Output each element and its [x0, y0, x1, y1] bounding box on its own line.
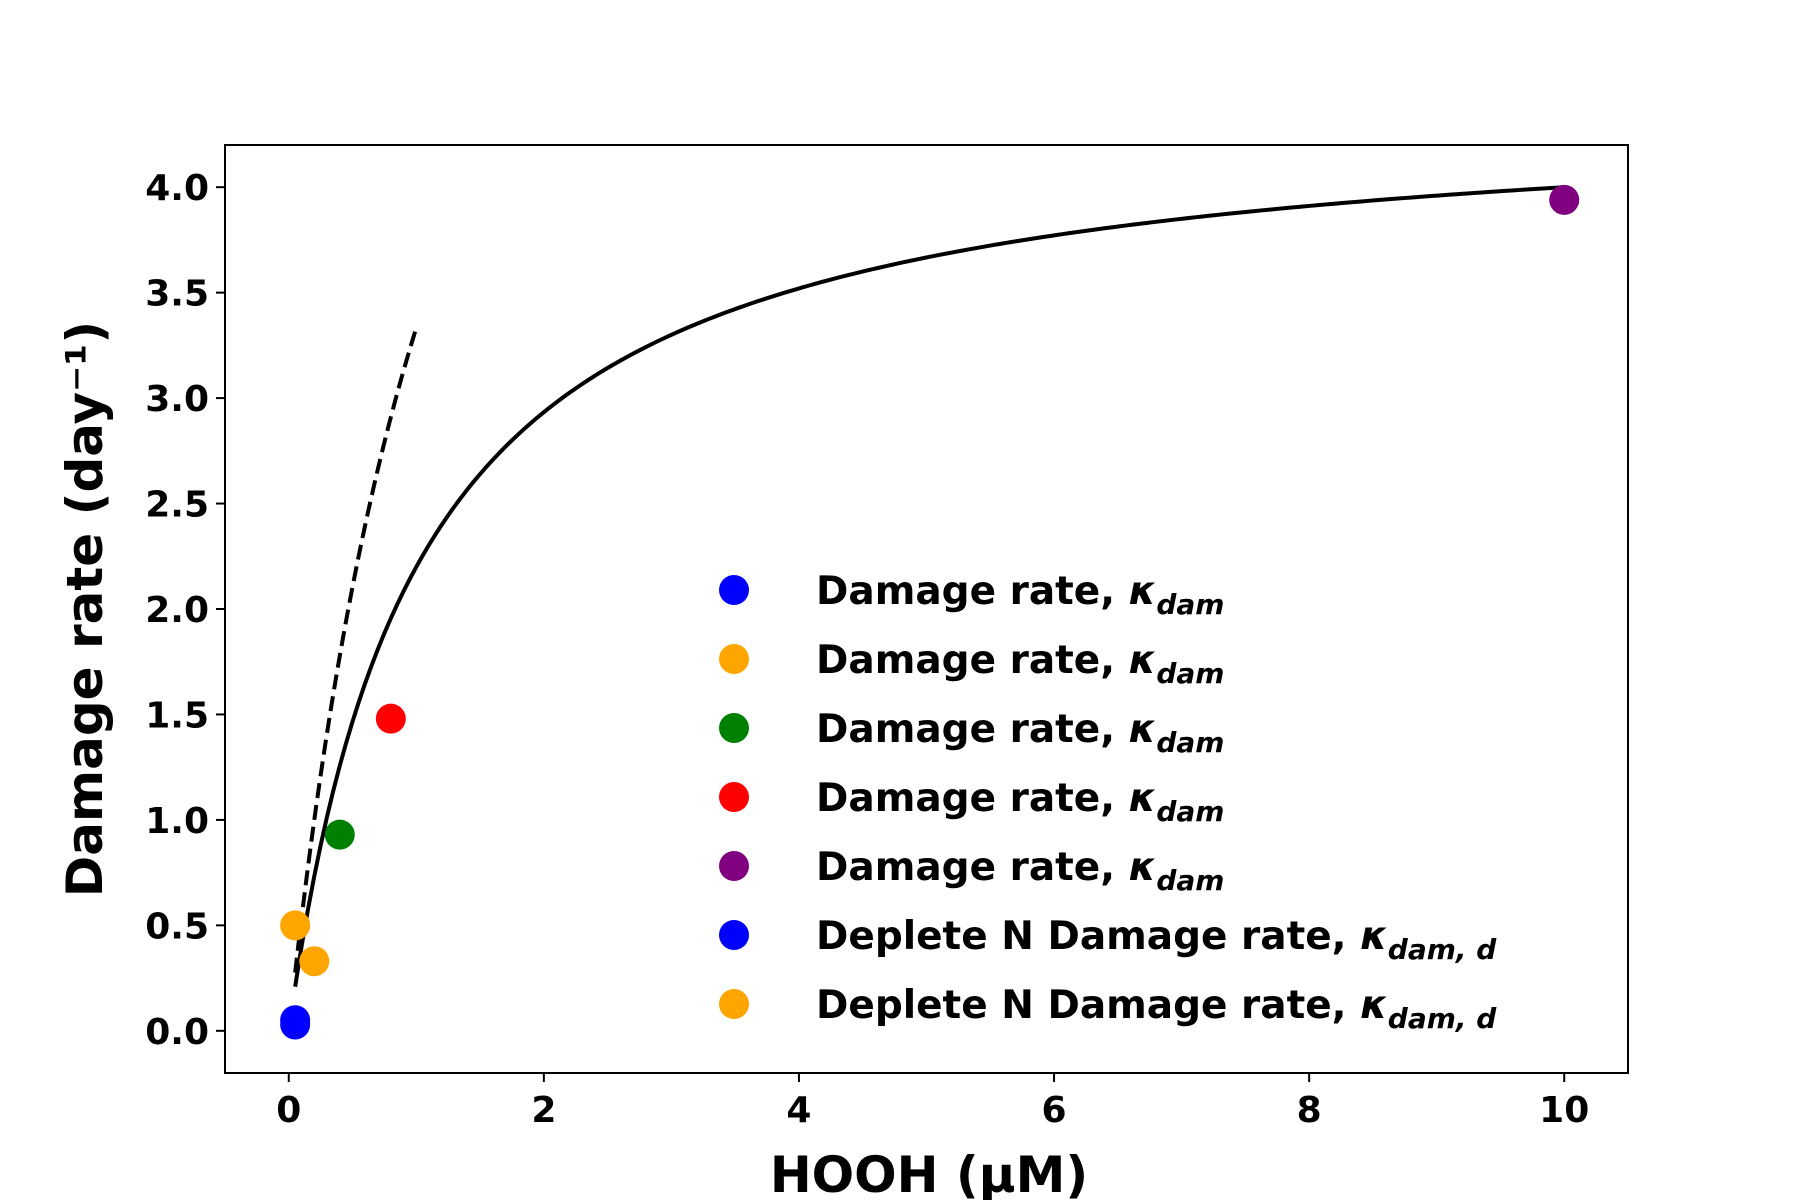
legend-item: Damage rate, κdam — [719, 845, 1224, 897]
legend-label: Damage rate, κdam — [816, 707, 1224, 759]
legend-symbol: κ — [1129, 845, 1157, 890]
legend-marker — [719, 782, 749, 812]
legend-symbol: κ — [1129, 776, 1157, 821]
data-point — [280, 910, 311, 941]
legend-label-text: Damage rate, — [816, 569, 1129, 614]
x-tick-label: 4 — [786, 1090, 811, 1131]
legend-label: Deplete N Damage rate, κdam, d — [816, 914, 1497, 966]
legend-subscript: dam, d — [1388, 1002, 1497, 1035]
y-tick-label: 3.0 — [145, 379, 209, 420]
data-point — [299, 946, 330, 977]
legend-subscript: dam — [1156, 726, 1224, 759]
legend-subscript: dam, d — [1388, 933, 1497, 966]
fit-curves — [293, 185, 1565, 987]
legend-label-text: Damage rate, — [816, 707, 1129, 752]
legend-label: Damage rate, κdam — [816, 776, 1224, 828]
legend-subscript: dam — [1156, 588, 1224, 621]
legend-marker — [719, 851, 749, 881]
x-tick-label: 2 — [531, 1090, 556, 1131]
legend-label: Deplete N Damage rate, κdam, d — [816, 983, 1497, 1035]
y-tick-label: 1.0 — [145, 801, 209, 842]
y-tick-label: 2.0 — [145, 590, 209, 631]
legend-subscript: dam — [1156, 657, 1224, 690]
legend-subscript: dam — [1156, 864, 1224, 897]
y-tick-label: 3.5 — [145, 274, 209, 315]
legend-item: Deplete N Damage rate, κdam, d — [719, 914, 1497, 966]
y-tick-label: 0.5 — [145, 906, 209, 947]
x-axis-ticks: 0 2 4 6 8 10 — [276, 1073, 1589, 1131]
legend-item: Damage rate, κdam — [719, 707, 1224, 759]
legend-item: Damage rate, κdam — [719, 638, 1224, 690]
y-tick-label: 1.5 — [145, 695, 209, 736]
legend-label-text: Damage rate, — [816, 845, 1129, 890]
legend-label-text: Deplete N Damage rate, — [816, 914, 1360, 959]
x-tick-label: 6 — [1042, 1090, 1067, 1131]
legend-item: Deplete N Damage rate, κdam, d — [719, 983, 1497, 1035]
legend-label-text: Damage rate, — [816, 638, 1129, 683]
legend-label-text: Deplete N Damage rate, — [816, 983, 1360, 1028]
legend-marker — [719, 575, 749, 605]
legend-label: Damage rate, κdam — [816, 638, 1224, 690]
y-tick-label: 4.0 — [145, 168, 209, 209]
y-axis-title: Damage rate (day⁻¹) — [56, 321, 114, 897]
legend-marker — [719, 989, 749, 1019]
legend-symbol: κ — [1129, 569, 1157, 614]
dashed-fit-curve — [293, 327, 419, 973]
legend-marker — [719, 713, 749, 743]
y-axis-ticks: 0.0 0.5 1.0 1.5 2.0 2.5 3.0 3.5 4.0 — [145, 168, 225, 1053]
data-point — [324, 819, 355, 850]
legend-label-text: Damage rate, — [816, 776, 1129, 821]
legend-subscript: dam — [1156, 795, 1224, 828]
y-tick-label: 2.5 — [145, 485, 209, 526]
data-points — [280, 184, 1580, 1040]
legend-label: Damage rate, κdam — [816, 845, 1224, 897]
y-tick-label: 0.0 — [145, 1012, 209, 1053]
x-axis-title: HOOH (μM) — [770, 1146, 1088, 1200]
legend-symbol: κ — [1360, 983, 1388, 1028]
legend-item: Damage rate, κdam — [719, 776, 1224, 828]
legend-symbol: κ — [1129, 707, 1157, 752]
x-tick-label: 10 — [1539, 1090, 1589, 1131]
legend-symbol: κ — [1129, 638, 1157, 683]
legend-label: Damage rate, κdam — [816, 569, 1224, 621]
legend-marker — [719, 920, 749, 950]
data-point — [280, 1005, 311, 1036]
x-tick-label: 0 — [276, 1090, 301, 1131]
data-point — [375, 703, 406, 734]
solid-fit-curve — [293, 185, 1565, 987]
legend-symbol: κ — [1360, 914, 1388, 959]
legend-marker — [719, 644, 749, 674]
legend-item: Damage rate, κdam — [719, 569, 1224, 621]
x-tick-label: 8 — [1297, 1090, 1322, 1131]
data-point — [1549, 184, 1580, 215]
